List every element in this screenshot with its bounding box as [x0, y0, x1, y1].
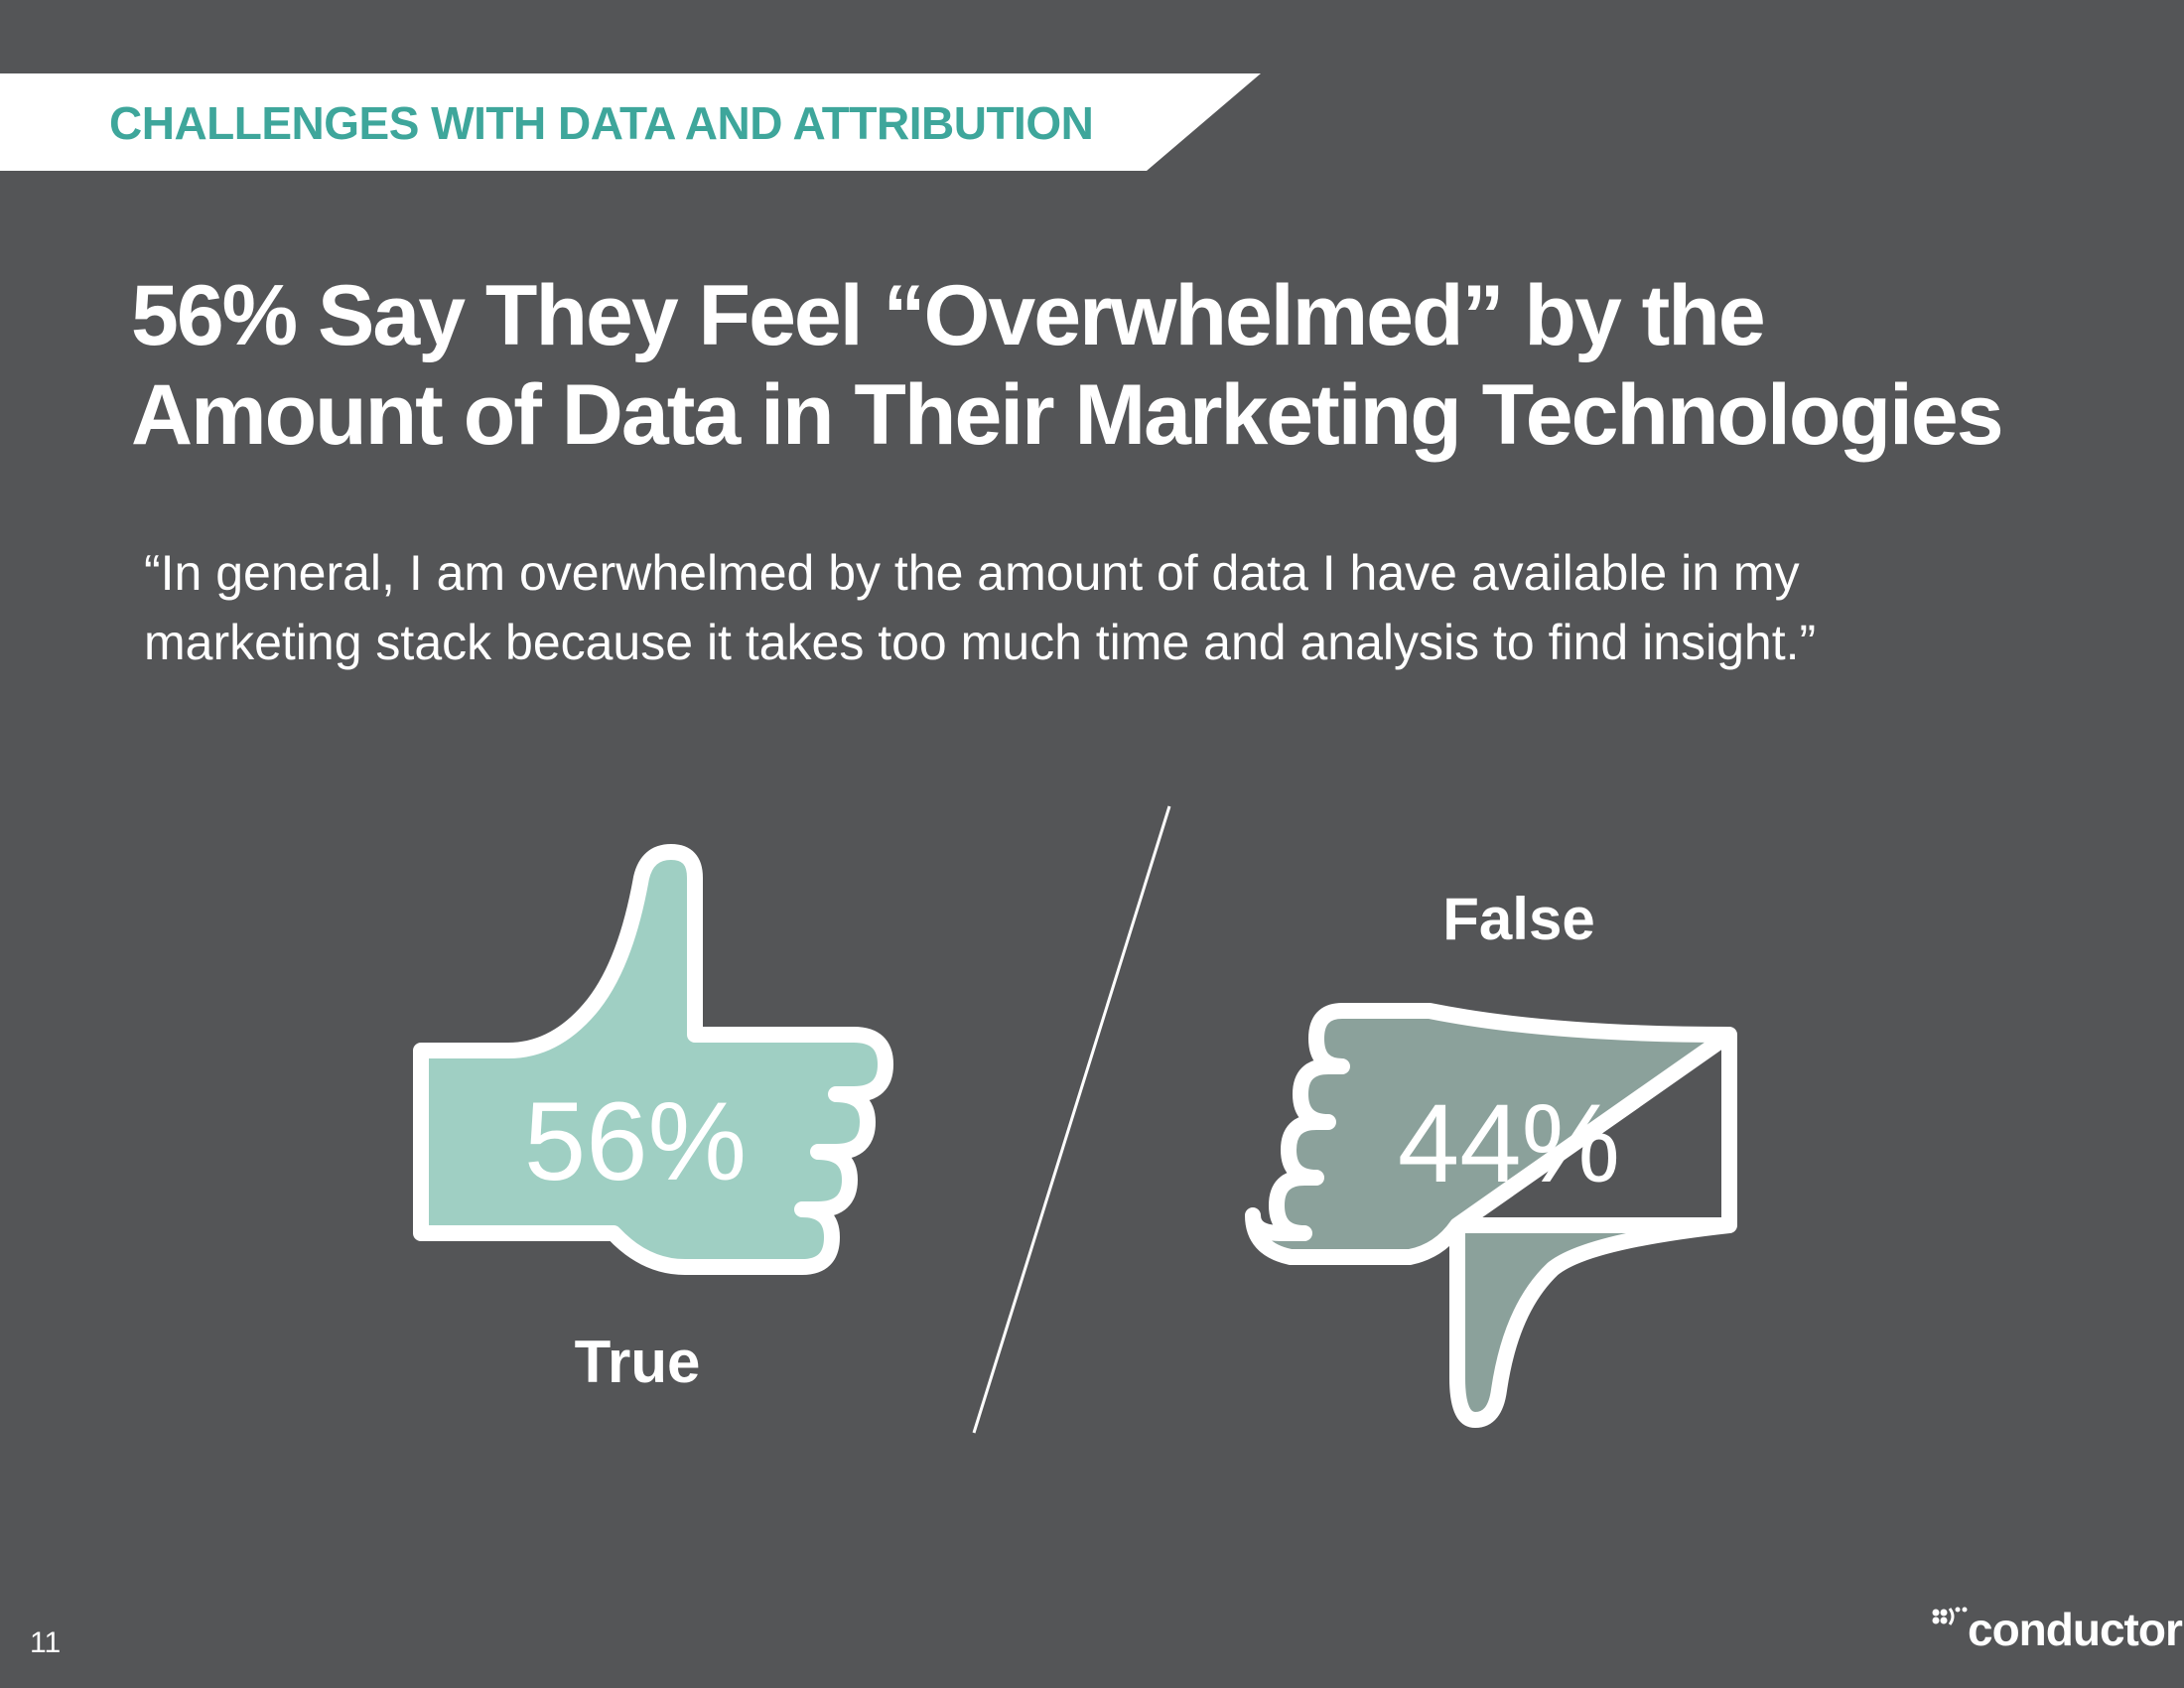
page-number: 11: [30, 1626, 62, 1659]
thumbs-down-icon: [1245, 1003, 1737, 1428]
survey-quote-line-2: marketing stack because it takes too muc…: [144, 615, 1817, 670]
page-title-line-1: 56% Say They Feel “Overwhelmed” by the: [131, 268, 1766, 363]
survey-quote: “In general, I am overwhelmed by the amo…: [144, 538, 2119, 677]
logo-mark-icon: [1932, 1607, 1968, 1625]
false-category-label: False: [1442, 886, 1594, 952]
true-category-label: True: [575, 1329, 701, 1395]
conductor-logo: conductor: [1930, 1603, 2183, 1666]
section-label: CHALLENGES WITH DATA AND ATTRIBUTION: [109, 97, 1094, 149]
thumbs-up-icon: [413, 844, 893, 1275]
divider-line: [972, 805, 1171, 1434]
true-value-label: 56%: [524, 1079, 747, 1203]
brand-name: conductor: [1968, 1604, 2183, 1655]
section-banner: [0, 73, 1261, 171]
page-title: 56% Say They Feel “Overwhelmed” by the A…: [131, 266, 2077, 465]
page-title-line-2: Amount of Data in Their Marketing Techno…: [131, 367, 2004, 463]
false-value-label: 44%: [1398, 1081, 1620, 1205]
survey-quote-line-1: “In general, I am overwhelmed by the amo…: [144, 545, 1800, 601]
